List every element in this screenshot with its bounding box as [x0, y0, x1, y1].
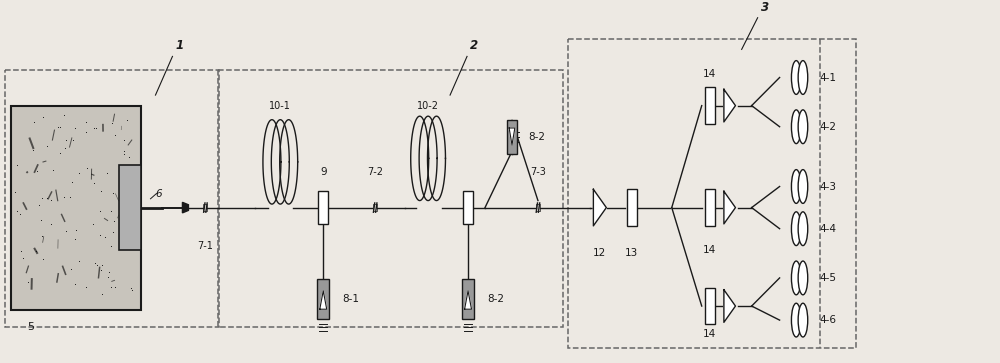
Bar	[536, 204, 540, 212]
Text: 7-1: 7-1	[197, 241, 213, 251]
Circle shape	[791, 261, 801, 295]
Bar	[462, 279, 474, 319]
Text: 8-2: 8-2	[528, 132, 545, 142]
Polygon shape	[724, 191, 735, 224]
Text: 4-3: 4-3	[820, 182, 837, 192]
Text: 10-2: 10-2	[417, 101, 439, 111]
Bar	[568, 39, 856, 348]
Circle shape	[798, 110, 808, 144]
Polygon shape	[182, 202, 188, 213]
Bar	[5, 70, 219, 327]
Text: 4-4: 4-4	[820, 224, 837, 234]
Text: 13: 13	[625, 248, 638, 258]
Polygon shape	[593, 189, 606, 226]
Polygon shape	[724, 89, 735, 122]
Text: 4-1: 4-1	[820, 73, 837, 82]
Polygon shape	[509, 128, 515, 145]
Bar	[317, 279, 329, 319]
Circle shape	[791, 110, 801, 144]
Bar	[705, 87, 715, 124]
Text: 8-2: 8-2	[487, 294, 504, 304]
Bar	[119, 166, 140, 250]
Bar	[627, 189, 637, 226]
Text: 6: 6	[155, 188, 162, 199]
Bar	[203, 204, 207, 212]
Text: 1: 1	[175, 39, 184, 52]
Text: 7-3: 7-3	[530, 167, 546, 178]
Circle shape	[798, 212, 808, 246]
Text: 14: 14	[703, 245, 716, 255]
Circle shape	[798, 170, 808, 203]
Circle shape	[798, 61, 808, 94]
Text: 12: 12	[593, 248, 606, 258]
Bar	[705, 189, 715, 226]
Bar	[11, 106, 140, 310]
Text: 10-1: 10-1	[269, 101, 291, 111]
Circle shape	[791, 170, 801, 203]
Circle shape	[791, 303, 801, 337]
Text: 4-5: 4-5	[820, 273, 837, 283]
Polygon shape	[320, 291, 327, 309]
Polygon shape	[465, 291, 472, 309]
Bar	[218, 70, 563, 327]
Bar	[318, 191, 328, 224]
Bar	[373, 204, 377, 212]
Bar	[463, 191, 473, 224]
Circle shape	[791, 61, 801, 94]
Text: 7-2: 7-2	[367, 167, 383, 178]
Text: 14: 14	[703, 329, 716, 339]
Text: 2: 2	[470, 39, 478, 52]
Text: 9: 9	[320, 167, 327, 178]
Circle shape	[798, 303, 808, 337]
Text: 14: 14	[703, 69, 716, 79]
Bar	[705, 288, 715, 324]
Text: 8-1: 8-1	[342, 294, 359, 304]
Polygon shape	[724, 290, 735, 322]
Bar	[507, 121, 517, 154]
Text: 3: 3	[761, 1, 769, 14]
Text: 4-6: 4-6	[820, 315, 837, 325]
Circle shape	[798, 261, 808, 295]
Text: 4-2: 4-2	[820, 122, 837, 132]
Circle shape	[791, 212, 801, 246]
Text: 5: 5	[27, 322, 34, 332]
